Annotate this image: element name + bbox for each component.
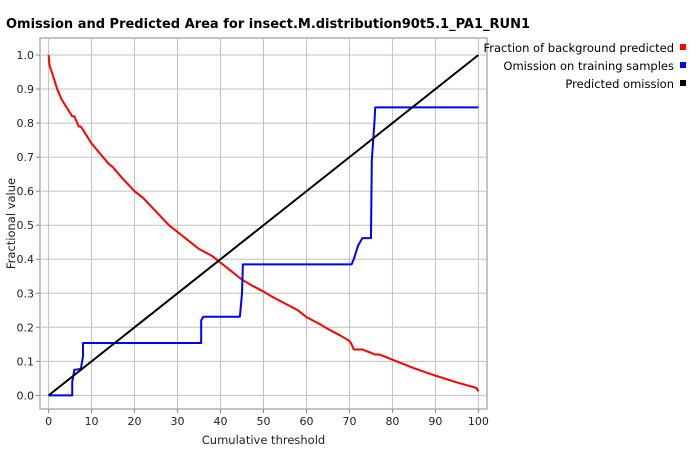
y-tick-label: 0.9 [17,83,35,96]
y-tick-label: 0.4 [17,253,35,266]
x-tick-label: 10 [85,415,99,428]
x-tick-label: 20 [128,415,142,428]
x-tick-label: 50 [257,415,271,428]
legend: Fraction of background predicted Omission… [483,41,686,91]
background-predicted-line [47,54,480,392]
x-tick-label: 70 [342,415,356,428]
y-tick-label: 0.6 [17,185,35,198]
x-tick-label: 60 [299,415,313,428]
legend-swatch [680,80,686,86]
y-tick-label: 0.0 [17,389,35,402]
y-axis-label: Fractional value [4,178,18,269]
legend-swatch [680,62,686,68]
y-axis: 0.0 0.1 0.2 0.3 0.4 0.5 0.6 0.7 0.8 0.9 1.0 [17,49,40,402]
x-tick-label: 30 [171,415,185,428]
legend-label: Omission on training samples [503,59,674,73]
chart-title: Omission and Predicted Area for insect.M… [6,17,530,32]
training-omission-line [48,106,479,397]
legend-label: Predicted omission [565,77,674,91]
y-tick-label: 0.3 [17,287,35,300]
y-tick-label: 0.7 [17,151,35,164]
legend-swatch [680,44,686,50]
x-tick-label: 40 [214,415,228,428]
x-tick-label: 80 [385,415,399,428]
x-tick-label: 90 [428,415,442,428]
legend-label: Fraction of background predicted [483,41,674,55]
y-tick-label: 1.0 [17,49,35,62]
x-axis: 0 10 20 30 40 50 60 70 80 90 100 [45,409,489,428]
x-tick-label: 100 [468,415,489,428]
predicted-omission-line [47,54,480,397]
y-tick-label: 0.1 [17,355,35,368]
y-tick-label: 0.5 [17,219,35,232]
grid [40,38,487,409]
x-axis-label: Cumulative threshold [202,433,325,447]
y-tick-label: 0.2 [17,321,35,334]
series-group [47,54,480,397]
x-tick-label: 0 [45,415,52,428]
y-tick-label: 0.8 [17,117,35,130]
